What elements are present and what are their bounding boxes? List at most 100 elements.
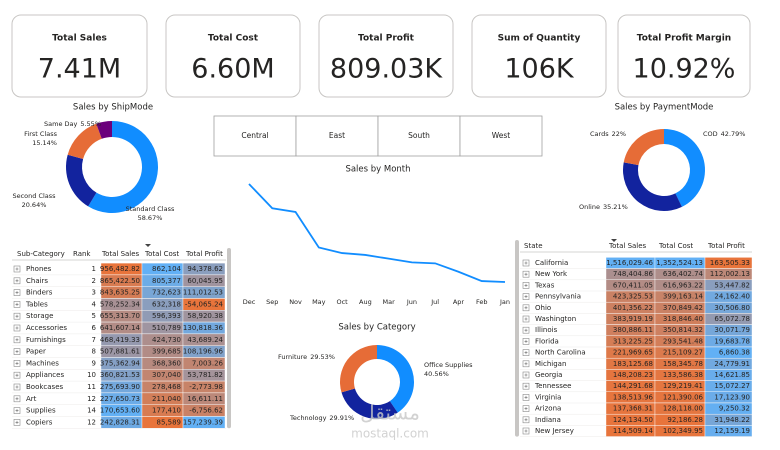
table-cell: 163,505.33 bbox=[710, 259, 750, 267]
table-cell: 158,345.78 bbox=[663, 360, 703, 368]
expand-plus bbox=[524, 407, 528, 411]
table-cell: 380,886.11 bbox=[613, 326, 653, 334]
table-cell: 14 bbox=[87, 407, 96, 415]
slicer-button[interactable] bbox=[459, 115, 543, 157]
slicer-label[interactable]: East bbox=[329, 131, 345, 140]
table-cell: 507,881.61 bbox=[100, 348, 140, 356]
table-cell: 399,685 bbox=[152, 348, 181, 356]
table-cell: 14,621.85 bbox=[714, 371, 750, 379]
expand-plus bbox=[15, 314, 19, 318]
table-cell: 732,623 bbox=[152, 289, 181, 297]
table-cell: 65,072.78 bbox=[714, 315, 750, 323]
table-cell: 862,104 bbox=[152, 265, 181, 273]
slice-label: Technology 29.91% bbox=[289, 414, 354, 422]
slice-value: 22% bbox=[612, 130, 626, 138]
table-cell: 112,002.13 bbox=[710, 270, 750, 278]
slicer-label[interactable]: Central bbox=[241, 131, 268, 140]
table-cell: 114,509.14 bbox=[613, 427, 654, 435]
expand-plus bbox=[524, 373, 528, 377]
expand-plus bbox=[15, 397, 19, 401]
slice-label: Furniture 29.53% bbox=[278, 353, 335, 361]
table-cell: 7 bbox=[92, 336, 96, 344]
table-cell: 1 bbox=[92, 265, 96, 273]
table-cell: 1,516,029.46 bbox=[606, 259, 653, 267]
table-cell: Bookcases bbox=[26, 383, 64, 391]
table-cell: 278,468 bbox=[152, 383, 181, 391]
table-cell: Texas bbox=[534, 281, 555, 289]
slicer-label[interactable]: South bbox=[408, 131, 430, 140]
slicer-button[interactable] bbox=[377, 115, 461, 157]
table-cell: 221,969.65 bbox=[613, 349, 653, 357]
slicer-label[interactable]: West bbox=[492, 131, 510, 140]
table-cell: 3 bbox=[92, 289, 96, 297]
chart-title: Sales by Category bbox=[338, 323, 415, 333]
x-tick-label: May bbox=[312, 298, 326, 306]
table-cell: Tables bbox=[25, 300, 48, 308]
table-cell: Washington bbox=[535, 315, 576, 323]
table-cell: 124,134.50 bbox=[613, 416, 653, 424]
expand-plus bbox=[15, 279, 19, 283]
donut-slice bbox=[66, 154, 97, 207]
table-cell: 9 bbox=[92, 359, 96, 367]
table-cell: 121,390.06 bbox=[663, 393, 704, 401]
kpi-card bbox=[318, 14, 454, 98]
table-cell: 313,225.25 bbox=[613, 337, 653, 345]
expand-plus bbox=[524, 395, 528, 399]
slice-label: Second Class 20.64% bbox=[12, 192, 56, 209]
table-cell: Tennessee bbox=[534, 382, 571, 390]
x-tick-label: Oct bbox=[336, 298, 348, 306]
slice-name: First Class bbox=[24, 130, 57, 138]
table-cell: 4 bbox=[92, 300, 97, 308]
table-cell: 423,325.53 bbox=[613, 293, 653, 301]
table-cell: 655,313.70 bbox=[100, 312, 140, 320]
expand-plus bbox=[15, 302, 19, 306]
table-cell: Machines bbox=[26, 359, 59, 367]
table-cell: 596,393 bbox=[152, 312, 181, 320]
table-cell: 138,513.96 bbox=[613, 393, 654, 401]
column-header: Total Sales bbox=[101, 250, 140, 258]
table-cell: 6 bbox=[92, 324, 97, 332]
table-cell: 10 bbox=[87, 371, 96, 379]
kpi-card bbox=[617, 14, 751, 98]
table-cell: Illinois bbox=[535, 326, 558, 334]
expand-plus bbox=[524, 362, 528, 366]
expand-plus bbox=[15, 291, 19, 295]
table-cell: 843,635.25 bbox=[100, 289, 140, 297]
slice-value: 58.67% bbox=[138, 214, 163, 222]
kpi-card bbox=[11, 14, 148, 98]
kpi-card bbox=[471, 14, 607, 98]
slice-name: COD bbox=[703, 130, 718, 138]
table-cell: 865,422.50 bbox=[100, 277, 140, 285]
slice-label: COD 42.79% bbox=[703, 130, 745, 138]
table-cell: 19,683.78 bbox=[714, 337, 750, 345]
table-cell: 632,318 bbox=[152, 300, 181, 308]
table-cell: -54,065.24 bbox=[185, 300, 224, 308]
kpi-value: 7.41M bbox=[38, 54, 121, 85]
table-cell: 170,653.60 bbox=[100, 407, 140, 415]
table-cell: 85,589 bbox=[157, 418, 182, 426]
table-cell: 157,239.39 bbox=[183, 418, 223, 426]
expand-plus bbox=[524, 317, 528, 321]
expand-plus bbox=[524, 339, 528, 343]
table-cell: 30,071.79 bbox=[714, 326, 750, 334]
sort-arrow bbox=[611, 239, 617, 242]
table-cell: Storage bbox=[26, 312, 53, 320]
slicer-button[interactable] bbox=[213, 115, 297, 157]
table-cell: 956,482.82 bbox=[100, 265, 140, 273]
table-cell: 242,828.31 bbox=[100, 418, 140, 426]
slice-value: 42.79% bbox=[721, 130, 746, 138]
table-cell: Paper bbox=[26, 348, 46, 356]
table-cell: 1,352,524.13 bbox=[656, 259, 703, 267]
expand-plus bbox=[524, 418, 528, 422]
slice-label: Online 35.21% bbox=[579, 203, 628, 211]
table-cell: 108,196.96 bbox=[183, 348, 224, 356]
column-header: Sub-Category bbox=[17, 250, 65, 258]
slice-name: Office Supplies bbox=[424, 361, 473, 369]
table-cell: 102,349.95 bbox=[663, 427, 703, 435]
scrollbar bbox=[227, 248, 231, 429]
expand-plus bbox=[15, 409, 19, 413]
donut-slice bbox=[67, 123, 102, 159]
column-header: Rank bbox=[73, 250, 91, 258]
slicer-button[interactable] bbox=[295, 115, 379, 157]
table-cell: 636,402.74 bbox=[663, 270, 704, 278]
